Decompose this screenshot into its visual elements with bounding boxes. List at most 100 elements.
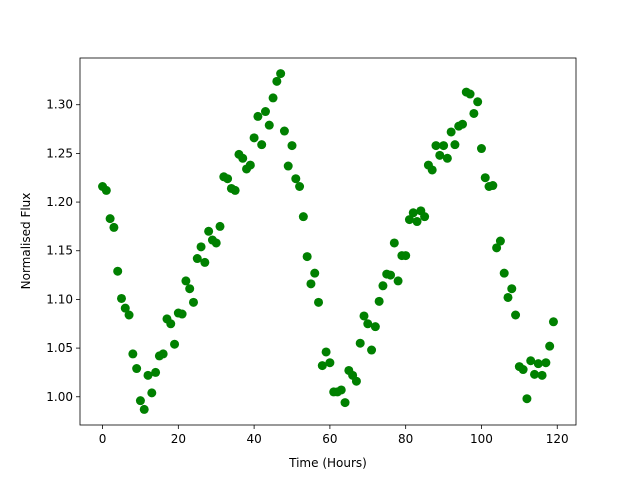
point <box>139 404 149 414</box>
x-tick-label: 120 <box>546 432 569 446</box>
point <box>469 108 479 118</box>
point <box>272 76 282 86</box>
point <box>450 140 460 150</box>
point <box>166 319 176 329</box>
y-tick-label: 1.00 <box>46 390 73 404</box>
point <box>249 133 259 143</box>
point <box>336 385 346 395</box>
point <box>276 69 286 79</box>
point <box>257 140 267 150</box>
point <box>386 270 396 280</box>
point <box>264 120 274 130</box>
point <box>306 279 316 289</box>
point <box>325 358 335 368</box>
point <box>158 349 168 359</box>
point <box>367 345 377 355</box>
point <box>530 369 540 379</box>
point <box>363 319 373 329</box>
y-tick-label: 1.15 <box>46 244 73 258</box>
y-axis-label: Normalised Flux <box>19 193 33 290</box>
point <box>431 141 441 151</box>
point <box>495 236 505 246</box>
point <box>355 338 365 348</box>
point <box>537 370 547 380</box>
point <box>404 215 414 225</box>
x-tick-label: 60 <box>322 432 337 446</box>
x-axis-label: Time (Hours) <box>288 456 367 470</box>
point <box>120 303 130 313</box>
point <box>113 266 123 276</box>
point <box>393 276 403 286</box>
point <box>545 341 555 351</box>
point <box>109 222 119 232</box>
point <box>533 359 543 369</box>
point <box>185 284 195 294</box>
point <box>151 367 161 377</box>
point <box>370 322 380 332</box>
point <box>541 358 551 368</box>
point <box>507 284 517 294</box>
x-tick-label: 40 <box>246 432 261 446</box>
point <box>378 281 388 291</box>
point <box>253 111 263 121</box>
point <box>128 349 138 359</box>
point <box>340 398 350 408</box>
point <box>135 396 145 406</box>
point <box>283 161 293 171</box>
x-tick-label: 100 <box>470 432 493 446</box>
point <box>223 174 233 184</box>
point <box>132 364 142 374</box>
point <box>230 185 240 195</box>
point <box>548 317 558 327</box>
point <box>412 217 422 227</box>
point <box>105 214 115 224</box>
point <box>200 257 210 267</box>
point <box>302 252 312 262</box>
point <box>101 185 111 195</box>
y-tick-label: 1.10 <box>46 292 73 306</box>
point <box>446 127 456 137</box>
point <box>238 153 248 163</box>
point <box>245 160 255 170</box>
point <box>260 107 270 117</box>
point <box>420 212 430 222</box>
point <box>522 394 532 404</box>
point <box>435 150 445 160</box>
point <box>359 311 369 321</box>
point <box>465 89 475 99</box>
point <box>298 212 308 222</box>
point <box>170 339 180 349</box>
y-tick-label: 1.25 <box>46 146 73 160</box>
point <box>492 243 502 253</box>
point <box>268 93 278 103</box>
point <box>317 361 327 371</box>
point <box>351 376 361 386</box>
point <box>211 238 221 248</box>
point <box>147 388 157 398</box>
y-tick-label: 1.20 <box>46 195 73 209</box>
point <box>473 97 483 107</box>
point <box>526 356 536 366</box>
point <box>427 165 437 175</box>
x-tick-label: 0 <box>99 432 107 446</box>
x-tick-label: 20 <box>171 432 186 446</box>
point <box>511 310 521 320</box>
point <box>401 251 411 261</box>
point <box>310 268 320 278</box>
point <box>374 296 384 306</box>
point <box>177 309 187 319</box>
point <box>192 254 202 264</box>
point <box>291 174 301 184</box>
y-tick-label: 1.05 <box>46 341 73 355</box>
point <box>279 126 289 136</box>
point <box>488 181 498 191</box>
point <box>124 310 134 320</box>
point <box>295 181 305 191</box>
point <box>181 276 191 286</box>
point <box>389 238 399 248</box>
point <box>196 242 206 252</box>
point <box>476 144 486 154</box>
point <box>439 141 449 151</box>
point <box>215 221 225 231</box>
